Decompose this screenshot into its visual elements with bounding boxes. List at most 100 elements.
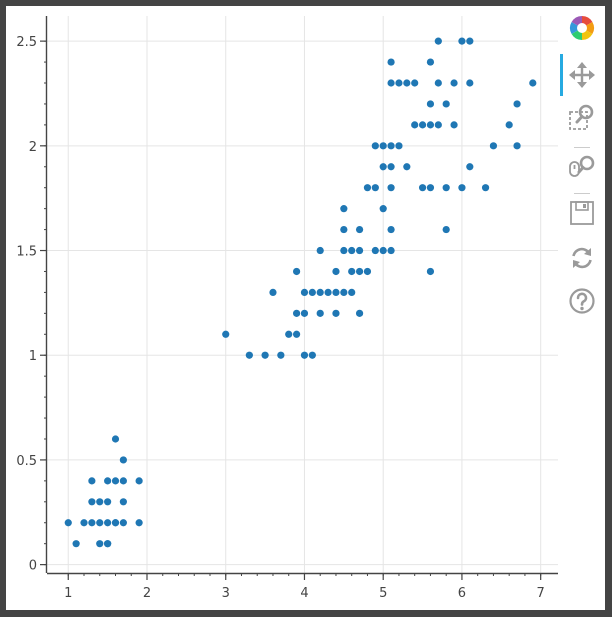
scatter-point — [222, 330, 230, 338]
axes: 1 2 3 4 5 6 7 0 0.5 1 1.5 2 2.5 — [16, 16, 558, 601]
scatter-point — [104, 519, 112, 527]
scatter-point — [348, 246, 356, 255]
y-tick-label: 2.5 — [16, 35, 37, 50]
scatter-point — [300, 288, 309, 297]
scatter-point — [119, 477, 127, 485]
scatter-point — [308, 288, 316, 297]
scatter-point — [135, 519, 143, 527]
scatter-point — [426, 267, 435, 276]
scatter-point — [466, 163, 474, 171]
pan-icon — [569, 62, 595, 88]
scatter-point — [332, 309, 340, 317]
scatter-point — [111, 519, 120, 527]
scatter-point — [466, 37, 474, 45]
scatter-point — [426, 121, 435, 129]
scatter-point — [418, 184, 427, 192]
scatter-point — [379, 205, 387, 213]
y-tick-label: 1.5 — [16, 245, 37, 260]
scatter-point — [387, 142, 395, 150]
scatter-point — [426, 58, 435, 66]
scatter-point — [245, 351, 253, 359]
box-zoom-icon — [569, 104, 594, 130]
help-tool-button[interactable] — [567, 286, 597, 316]
scatter-point — [379, 163, 387, 171]
scatter-point — [88, 498, 96, 506]
pan-tool-button[interactable] — [567, 60, 597, 90]
x-tick-label: 1 — [64, 586, 72, 601]
scatter-point — [348, 288, 356, 297]
x-tick-label: 3 — [222, 586, 230, 601]
scatter-point — [119, 519, 127, 527]
scatter-point — [119, 456, 127, 464]
bokeh-logo-icon[interactable] — [567, 13, 597, 43]
scatter-point — [300, 309, 309, 317]
scatter-point — [363, 267, 372, 276]
scatter-point — [119, 498, 127, 506]
scatter-point — [395, 142, 403, 150]
scatter-point — [96, 540, 104, 548]
scatter-point — [88, 477, 96, 485]
scatter-point — [450, 121, 458, 129]
scatter-point — [411, 121, 419, 129]
wheel-zoom-tool-button[interactable] — [567, 152, 597, 182]
toolbar-separator — [574, 193, 590, 194]
scatter-point — [340, 288, 348, 297]
scatter-point — [426, 184, 435, 192]
scatter-point — [332, 267, 340, 276]
scatter-point — [96, 498, 104, 506]
scatter-point — [261, 351, 269, 359]
scatter-point — [277, 351, 285, 359]
scatter-point — [387, 79, 395, 87]
scatter-point — [72, 540, 80, 548]
scatter-point — [411, 79, 419, 87]
x-tick-label: 5 — [379, 586, 387, 601]
scatter-point — [403, 163, 411, 171]
scatter-point — [316, 288, 324, 297]
wheel-zoom-icon — [569, 155, 595, 177]
scatter-point — [104, 540, 112, 548]
scatter-point — [513, 100, 521, 108]
scatter-point — [458, 37, 466, 45]
bokeh-plot-frame: 1 2 3 4 5 6 7 0 0.5 1 1.5 2 2.5 — [6, 6, 605, 610]
scatter-point — [403, 79, 411, 87]
scatter-point — [104, 477, 112, 485]
scatter-point — [426, 100, 435, 108]
scatter-point — [505, 121, 513, 129]
scatter-plot[interactable]: 1 2 3 4 5 6 7 0 0.5 1 1.5 2 2.5 — [6, 6, 560, 610]
scatter-point — [285, 330, 293, 338]
scatter-point — [387, 58, 395, 66]
box-zoom-tool-button[interactable] — [567, 102, 597, 132]
scatter-point — [64, 519, 72, 527]
scatter-point — [324, 288, 332, 297]
scatter-point — [489, 142, 498, 150]
y-tick-label: 2 — [29, 140, 37, 155]
toolbar — [560, 6, 605, 610]
scatter-point — [387, 225, 395, 234]
x-tick-label: 4 — [300, 586, 308, 601]
x-tick-label: 7 — [537, 586, 545, 601]
scatter-point — [395, 79, 403, 87]
scatter-point — [332, 288, 340, 297]
x-tick-label: 2 — [143, 586, 151, 601]
reset-tool-button[interactable] — [567, 243, 597, 273]
scatter-point — [292, 330, 301, 338]
x-tick-label: 6 — [458, 586, 466, 601]
scatter-point — [458, 184, 466, 192]
scatter-point — [513, 142, 521, 150]
save-tool-button[interactable] — [567, 198, 597, 228]
scatter-point — [308, 351, 316, 359]
scatter-point — [371, 142, 379, 150]
scatter-point — [292, 309, 301, 317]
toolbar-separator — [574, 147, 590, 148]
scatter-point — [355, 309, 364, 317]
scatter-point — [529, 79, 537, 87]
help-icon — [569, 288, 595, 314]
scatter-point — [442, 100, 450, 108]
scatter-point — [340, 205, 348, 213]
scatter-point — [300, 351, 309, 359]
scatter-point — [340, 225, 348, 234]
scatter-point — [371, 246, 379, 255]
scatter-point — [135, 477, 143, 485]
data-points — [64, 37, 537, 548]
scatter-point — [418, 121, 427, 129]
